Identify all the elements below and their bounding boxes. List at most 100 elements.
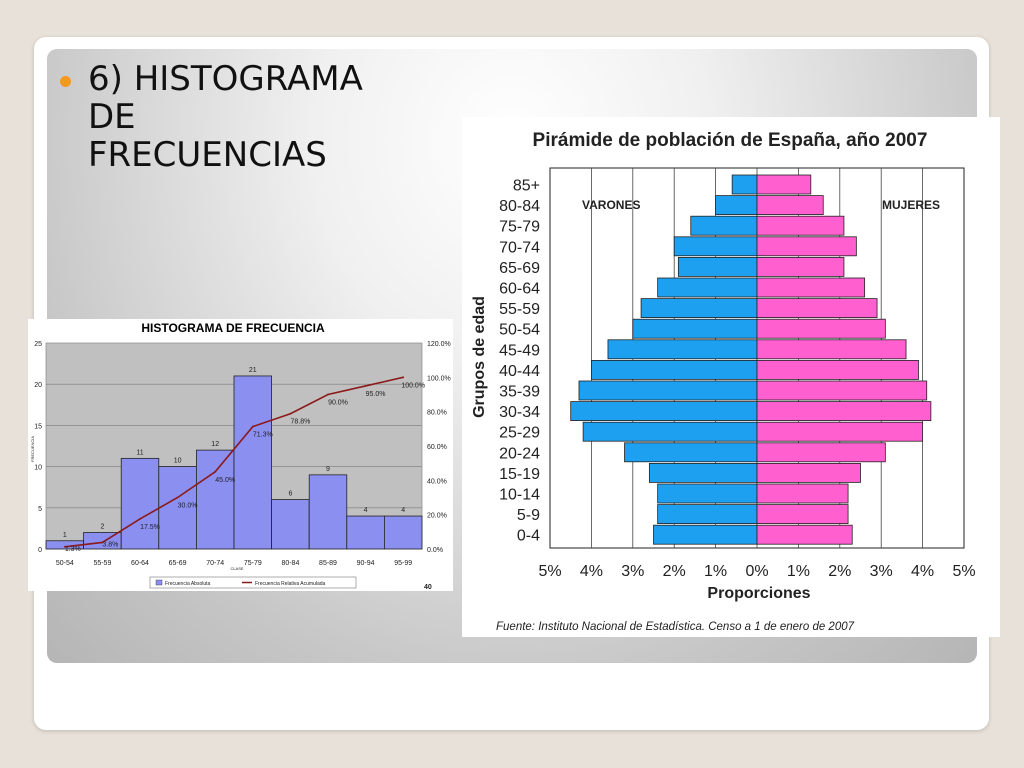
pyramid-x-tick-label: 1%	[787, 563, 810, 580]
histogram-cumulative-point	[214, 470, 217, 473]
pyramid-bar-varones	[632, 318, 758, 339]
histogram-y2-tick-label: 0.0%	[427, 547, 443, 554]
histogram-x-tick-label: 50-54	[56, 560, 74, 567]
histogram-bar	[233, 375, 272, 550]
pyramid-bar-varones	[657, 277, 758, 298]
pyramid-bar-varones	[624, 442, 758, 463]
legend-label-absoluta: Frecuencia Absoluta	[165, 581, 211, 587]
pyramid-age-label: 85+	[513, 178, 540, 195]
histogram-y-tick-label: 20	[34, 382, 42, 389]
pyramid-bar-mujeres	[756, 442, 886, 463]
histogram-footer-label: 40	[424, 584, 432, 591]
pyramid-age-label: 50-54	[499, 322, 540, 339]
pyramid-x-tick-label: 4%	[911, 563, 934, 580]
histogram-bar-label: 6	[288, 491, 292, 498]
histogram-y-tick-label: 25	[34, 341, 42, 348]
pyramid-age-label: 35-39	[499, 384, 540, 401]
histogram-bar	[195, 449, 235, 550]
histogram-y2-tick-label: 80.0%	[427, 410, 447, 417]
pyramid-bar-mujeres	[756, 215, 845, 236]
histogram-y2-tick-label: 40.0%	[427, 478, 447, 485]
legend-label-acumulada: Frecuencia Relativa Acumulada	[255, 581, 326, 587]
pyramid-age-label: 15-19	[499, 466, 540, 483]
legend-label-varones: VARONES	[582, 198, 640, 212]
pyramid-bar-varones	[653, 524, 758, 545]
pyramid-age-label: 25-29	[499, 425, 540, 442]
histogram-y2-tick-label: 100.0%	[427, 375, 451, 382]
pyramid-title: Pirámide de población de España, año 200…	[533, 130, 928, 151]
pyramid-age-label: 45-49	[499, 342, 540, 359]
histogram-y-tick-label: 5	[38, 506, 42, 513]
pyramid-x-axis-label: Proporciones	[707, 585, 810, 602]
histogram-bar	[120, 457, 160, 550]
histogram-bar	[308, 474, 348, 550]
pyramid-bar-mujeres	[756, 421, 924, 442]
pyramid-bar-varones	[607, 339, 758, 360]
pyramid-bar-mujeres	[756, 298, 878, 319]
histogram-cumulative-point	[251, 425, 254, 428]
pyramid-bar-mujeres	[756, 236, 857, 257]
pyramid-x-tick-label: 4%	[580, 563, 603, 580]
pyramid-bar-mujeres	[756, 277, 866, 298]
pyramid-age-label: 60-64	[499, 281, 540, 298]
histogram-legend: Frecuencia Absoluta Frecuencia Relativa …	[149, 576, 357, 589]
histogram-cumulative-label: 3.8%	[102, 541, 118, 548]
histogram-bar	[158, 466, 197, 550]
pyramid-bar-varones	[731, 174, 758, 195]
pyramid-age-label: 40-44	[499, 363, 540, 380]
histogram-cumulative-label: 100.0%	[401, 382, 425, 389]
pyramid-age-label: 65-69	[499, 260, 540, 277]
pyramid-bar-mujeres	[756, 462, 861, 483]
histogram-cumulative-label: 45.0%	[215, 477, 235, 484]
histogram-x-tick-label: 55-59	[93, 560, 111, 567]
histogram-title: HISTOGRAMA DE FRECUENCIA	[141, 321, 325, 335]
pyramid-bar-varones	[640, 298, 758, 319]
pyramid-bar-varones	[715, 195, 758, 215]
pyramid-bar-varones	[657, 483, 758, 504]
histogram-y-tick-label: 10	[34, 465, 42, 472]
histogram-y-axis-label: FRECUENCIA	[30, 436, 35, 462]
pyramid-bar-mujeres	[756, 359, 919, 380]
histogram-y-tick-label: 0	[38, 547, 42, 554]
histogram-cumulative-point	[327, 393, 329, 396]
histogram-cumulative-label: 95.0%	[366, 391, 386, 398]
histogram-bar-label: 10	[174, 458, 182, 465]
pyramid-x-tick-label: 0%	[745, 563, 768, 580]
histogram-figure: HISTOGRAMA DE FRECUENCIA 1 2 11 10 12 21 6 9 4 4 …	[28, 319, 453, 591]
pyramid-age-label: 20-24	[499, 445, 540, 462]
histogram-cumulative-label: 78.8%	[290, 419, 310, 426]
pyramid-bar-mujeres	[756, 174, 812, 195]
pyramid-age-label: 55-59	[499, 301, 540, 318]
histogram-bar-label: 4	[401, 507, 405, 514]
histogram-cumulative-point	[101, 541, 104, 544]
histogram-bar	[271, 499, 310, 550]
pyramid-bar-varones	[690, 215, 758, 236]
pyramid-bar-varones	[673, 236, 758, 257]
pyramid-chart: Pirámide de población de España, año 200…	[471, 130, 976, 633]
histogram-bar-label: 1	[63, 532, 67, 539]
pyramid-y-axis-label: Grupos de edad	[471, 296, 488, 418]
pyramid-x-tick-label: 3%	[870, 563, 893, 580]
histogram-cumulative-label: 17.5%	[140, 524, 160, 531]
histogram-bar-label: 12	[211, 441, 219, 448]
histogram-x-tick-label: 90-94	[357, 560, 375, 567]
pyramid-age-label: 0-4	[517, 528, 540, 545]
pyramid-age-label: 75-79	[499, 219, 540, 236]
histogram-bar-label: 4	[364, 507, 368, 514]
histogram-cumulative-label: 71.3%	[253, 432, 273, 439]
histogram-cumulative-point	[289, 412, 292, 415]
pyramid-bar-varones	[590, 359, 758, 380]
histogram-cumulative-point	[63, 545, 66, 548]
pyramid-x-tick-label: 1%	[704, 563, 727, 580]
histogram-cumulative-point	[364, 385, 367, 387]
slide-title: 6) HISTOGRAMA DE FRECUENCIAS	[88, 59, 363, 175]
histogram-cumulative-label: 90.0%	[328, 400, 348, 407]
pyramid-bar-mujeres	[756, 380, 928, 401]
pyramid-age-label: 30-34	[499, 404, 540, 421]
histogram-x-tick-label: 65-69	[169, 560, 187, 567]
pyramid-source: Fuente: Instituto Nacional de Estadístic…	[496, 621, 855, 633]
histogram-x-tick-label: 80-84	[281, 560, 299, 567]
histogram-cumulative-point	[139, 518, 141, 520]
histogram-x-axis-label: CLASE	[230, 566, 243, 571]
histogram-cumulative-label: 30.0%	[178, 503, 198, 510]
